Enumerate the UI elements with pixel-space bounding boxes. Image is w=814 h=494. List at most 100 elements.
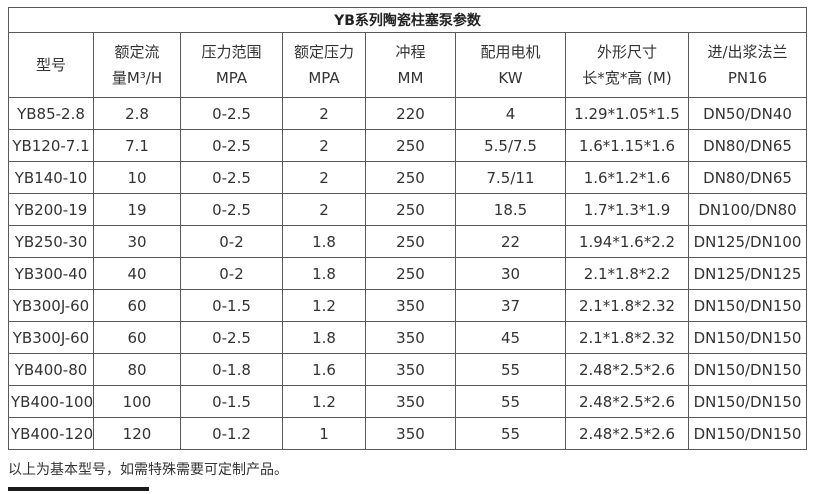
table-cell-flange: DN150/DN150 (687, 353, 808, 386)
table-cell-stroke: 250 (365, 225, 456, 258)
table-row: YB400-100 100 0-1.5 1.2 350 55 2.48*2.5*2.6 DN1… (8, 385, 808, 418)
table-cell-pressure-range: 0-2 (180, 225, 283, 258)
column-header-line2: 长*宽*高 (M) (582, 69, 672, 87)
table-cell-rated-flow: 100 (93, 385, 181, 418)
table-cell-motor: 4 (455, 97, 566, 130)
table-cell-flange: DN150/DN150 (687, 385, 808, 418)
table-cell-motor: 45 (455, 321, 566, 354)
table-cell-stroke: 250 (365, 257, 456, 290)
table-cell-motor: 30 (455, 257, 566, 290)
table-cell-flange: DN150/DN150 (687, 321, 808, 354)
table-cell-stroke: 220 (365, 97, 456, 130)
table-cell-rated-pressure: 1 (282, 417, 366, 450)
table-cell-pressure-range: 0-1.5 (180, 385, 283, 418)
column-header-line1: 进/出浆法兰 (707, 43, 788, 61)
column-header-line1: 外形尺寸 (596, 43, 657, 61)
table-cell-rated-flow: 2.8 (93, 97, 181, 130)
table-cell-rated-pressure: 2 (282, 97, 366, 130)
table-cell-pressure-range: 0-2.5 (180, 321, 283, 354)
table-cell-flange: DN150/DN150 (687, 289, 808, 322)
table-row: YB85-2.8 2.8 0-2.5 2 220 4 1.29*1.05*1.5 DN50/D… (8, 97, 808, 130)
pump-spec-table: YB系列陶瓷柱塞泵参数 型号 额定流量M³/H 压力范围 MPA 额定压力 MPA 冲程 MM… (7, 7, 808, 450)
table-cell-stroke: 350 (365, 289, 456, 322)
column-header-line2: MPA (215, 69, 248, 87)
column-header-flange: 进/出浆法兰 PN16 (687, 32, 808, 98)
table-cell-stroke: 250 (365, 129, 456, 162)
table-cell-flange: DN80/DN65 (687, 129, 808, 162)
table-cell-model: YB300-40 (8, 257, 94, 290)
table-cell-rated-flow: 60 (93, 321, 181, 354)
table-cell-rated-pressure: 1.2 (282, 289, 366, 322)
column-header-rated-flow: 额定流量M³/H (93, 32, 181, 98)
table-cell-rated-pressure: 2 (282, 193, 366, 226)
table-cell-flange: DN125/DN125 (687, 257, 808, 290)
table-row: YB250-30 30 0-2 1.8 250 22 1.94*1.6*2.2 DN125/D… (8, 225, 808, 258)
table-row: YB400-120 120 0-1.2 1 350 55 2.48*2.5*2.6 DN150… (8, 417, 808, 450)
column-header-line2: KW (498, 69, 523, 87)
table-cell-model: YB300J-60 (8, 289, 94, 322)
table-cell-dimensions: 2.48*2.5*2.6 (565, 353, 689, 386)
table-header-row: 型号 额定流 量M³/H 压力范围 MPA 额定压力 MPA 冲程 MM 配用电机 KW 外形尺寸 长*… (8, 32, 808, 98)
table-cell-flange: DN150/DN150 (687, 417, 808, 450)
table-title: YB系列陶瓷柱塞泵参数 (7, 7, 808, 33)
table-cell-rated-pressure: 2 (282, 161, 366, 194)
table-cell-pressure-range: 0-1.2 (180, 417, 283, 450)
table-cell-pressure-range: 0-2.5 (180, 193, 283, 226)
column-header-model: 型号 (8, 32, 94, 98)
table-row: YB120-7.1 7.1 0-2.5 2 250 5.5/7.5 1.6*1.15*1.6… (8, 129, 808, 162)
table-cell-motor: 55 (455, 417, 566, 450)
column-header-motor: 配用电机 KW (455, 32, 566, 98)
table-cell-pressure-range: 0-1.8 (180, 353, 283, 386)
column-header-line2: PN16 (727, 69, 768, 87)
footer-note: 以上为基本型号，如需特殊需要可定制产品。 (8, 462, 288, 478)
table-cell-pressure-range: 0-2.5 (180, 161, 283, 194)
column-header-pressure-range: 压力范围 MPA (180, 32, 283, 98)
column-header-line2: MPA (308, 69, 340, 87)
table-cell-pressure-range: 0-2 (180, 257, 283, 290)
table-cell-model: YB140-10 (8, 161, 94, 194)
column-header-line1: 额定流 (114, 43, 160, 61)
column-header-line1: 额定压力 (293, 43, 354, 61)
column-header-line1: 冲程 (395, 43, 426, 61)
table-cell-stroke: 350 (365, 417, 456, 450)
table-cell-rated-flow: 120 (93, 417, 181, 450)
column-header-line1: 型号 (35, 56, 66, 74)
table-cell-dimensions: 2.1*1.8*2.32 (565, 289, 689, 322)
table-cell-dimensions: 1.94*1.6*2.2 (565, 225, 689, 258)
column-header-line1: 压力范围 (201, 43, 262, 61)
column-header-line2: MM (397, 69, 424, 87)
table-cell-rated-flow: 80 (93, 353, 181, 386)
column-header-dimensions: 外形尺寸长*宽*高 (M) (565, 32, 689, 98)
table-row: YB300J-60 60 0-2.5 1.8 350 45 2.1*1.8*2.32 DN15… (8, 321, 808, 354)
table-cell-stroke: 250 (365, 161, 456, 194)
table-cell-stroke: 250 (365, 193, 456, 226)
table-cell-dimensions: 1.7*1.3*1.9 (565, 193, 689, 226)
table-cell-flange: DN100/DN80 (687, 193, 808, 226)
table-cell-pressure-range: 0-2.5 (180, 97, 283, 130)
table-cell-dimensions: 2.1*1.8*2.32 (565, 321, 689, 354)
column-header-line2: 量M³/H (111, 69, 163, 87)
table-cell-rated-flow: 10 (93, 161, 181, 194)
table-cell-rated-flow: 30 (93, 225, 181, 258)
table-cell-rated-pressure: 1.8 (282, 225, 366, 258)
table-cell-dimensions: 2.48*2.5*2.6 (565, 417, 689, 450)
table-cell-pressure-range: 0-2.5 (180, 129, 283, 162)
table-cell-motor: 7.5/11 (455, 161, 566, 194)
table-cell-rated-flow: 7.1 (93, 129, 181, 162)
table-row: YB300-40 40 0-2 1.8 250 30 2.1*1.8*2.2 DN125/DN… (8, 257, 808, 290)
table-cell-motor: 55 (455, 385, 566, 418)
table-cell-rated-pressure: 2 (282, 129, 366, 162)
table-row: YB400-80 80 0-1.8 1.6 350 55 2.48*2.5*2.6 DN150… (8, 353, 808, 386)
table-cell-pressure-range: 0-1.5 (180, 289, 283, 322)
table-cell-model: YB120-7.1 (8, 129, 94, 162)
table-cell-stroke: 350 (365, 321, 456, 354)
column-header-rated-pressure: 额定压力 MPA (282, 32, 366, 98)
table-cell-motor: 18.5 (455, 193, 566, 226)
column-header-stroke: 冲程 MM (365, 32, 456, 98)
table-cell-rated-flow: 60 (93, 289, 181, 322)
table-cell-stroke: 350 (365, 385, 456, 418)
table-cell-model: YB400-120 (8, 417, 94, 450)
table-cell-motor: 22 (455, 225, 566, 258)
table-cell-motor: 37 (455, 289, 566, 322)
